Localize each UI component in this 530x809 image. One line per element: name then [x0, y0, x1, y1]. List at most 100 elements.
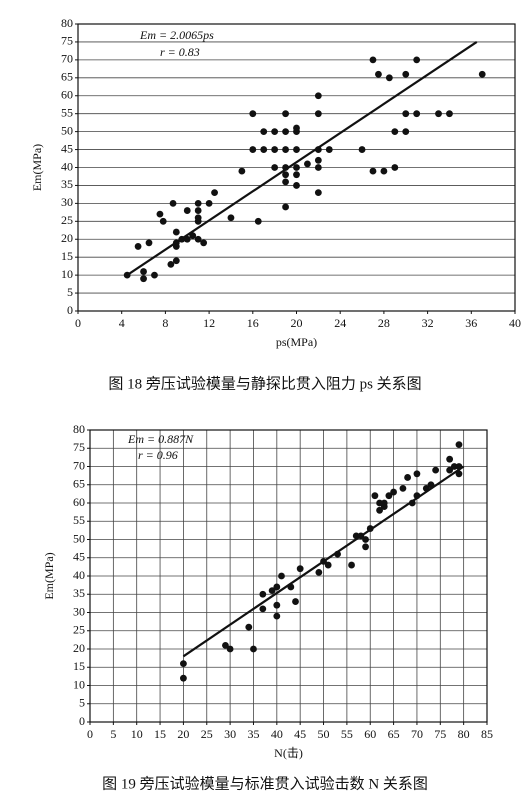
- caption: 图 19 旁压试验模量与标准贯入试验击数 N 关系图: [102, 775, 428, 792]
- x-tick-label: 5: [110, 727, 116, 741]
- y-axis-label: Em(MPa): [42, 552, 56, 599]
- data-point: [140, 275, 147, 283]
- data-point: [194, 235, 202, 243]
- data-point: [183, 207, 191, 214]
- data-point: [385, 74, 393, 82]
- data-point: [194, 207, 202, 214]
- y-tick-label: 5: [79, 696, 85, 710]
- x-tick-label: 45: [294, 727, 306, 741]
- data-point: [271, 128, 279, 136]
- data-point: [376, 499, 383, 507]
- data-point: [293, 164, 300, 171]
- annotation: Em = 2.0065ps: [139, 28, 214, 42]
- data-point: [293, 171, 300, 179]
- data-point: [314, 189, 322, 197]
- data-point: [380, 167, 388, 175]
- y-tick-label: 70: [61, 52, 73, 66]
- y-tick-label: 80: [73, 422, 85, 436]
- data-point: [159, 217, 167, 225]
- data-point: [156, 210, 164, 218]
- data-point: [189, 232, 197, 240]
- data-point: [413, 56, 421, 64]
- data-point: [271, 164, 279, 171]
- data-point: [169, 199, 177, 207]
- data-point: [314, 92, 322, 100]
- data-point: [250, 645, 257, 653]
- y-tick-label: 35: [61, 177, 73, 191]
- annotation: Em = 0.887N: [127, 432, 194, 446]
- data-point: [404, 474, 411, 481]
- x-tick-label: 65: [388, 727, 400, 741]
- y-tick-label: 70: [73, 458, 85, 472]
- data-point: [273, 601, 281, 609]
- data-point: [194, 217, 202, 225]
- data-point: [314, 110, 322, 118]
- data-point: [362, 536, 369, 543]
- data-point: [222, 641, 229, 649]
- data-point: [271, 146, 279, 153]
- data-point: [259, 590, 267, 598]
- data-point: [348, 561, 355, 569]
- data-point: [238, 167, 246, 175]
- y-tick-label: 45: [61, 141, 73, 155]
- data-point: [273, 583, 281, 591]
- data-point: [446, 466, 454, 474]
- data-point: [376, 506, 383, 514]
- x-tick-label: 40: [271, 727, 283, 741]
- y-tick-label: 80: [61, 16, 73, 30]
- y-tick-label: 0: [79, 714, 85, 728]
- data-point: [371, 492, 379, 500]
- y-tick-label: 20: [61, 231, 73, 245]
- data-point: [399, 485, 407, 492]
- data-point: [478, 70, 486, 78]
- data-point: [450, 463, 458, 470]
- x-tick-label: 12: [203, 316, 215, 330]
- x-tick-label: 24: [334, 316, 346, 330]
- data-point: [385, 492, 393, 500]
- data-point: [292, 598, 299, 605]
- x-tick-label: 4: [119, 316, 125, 330]
- data-point: [282, 178, 289, 186]
- data-point: [293, 128, 300, 136]
- data-point: [314, 164, 322, 171]
- x-tick-label: 10: [131, 727, 143, 741]
- y-tick-label: 60: [73, 495, 85, 509]
- data-point: [180, 660, 187, 667]
- x-tick-label: 75: [434, 727, 446, 741]
- x-tick-label: 28: [378, 316, 390, 330]
- plot-frame: [89, 429, 488, 723]
- fit-line: [126, 41, 478, 277]
- data-point: [151, 271, 158, 279]
- data-point: [145, 239, 153, 247]
- data-point: [205, 199, 213, 207]
- y-tick-label: 30: [61, 195, 73, 209]
- x-tick-label: 60: [364, 727, 376, 741]
- data-point: [183, 235, 191, 243]
- y-tick-label: 40: [61, 159, 73, 173]
- data-point: [369, 56, 377, 64]
- y-tick-label: 75: [61, 34, 73, 48]
- data-point: [369, 167, 377, 175]
- data-point: [413, 110, 421, 118]
- x-tick-label: 0: [87, 727, 93, 741]
- x-tick-label: 36: [465, 316, 477, 330]
- x-tick-label: 50: [318, 727, 330, 741]
- data-point: [167, 260, 175, 268]
- y-tick-label: 0: [67, 303, 73, 317]
- y-tick-label: 15: [73, 659, 85, 673]
- chart: 0 5 10 15 20 25 30 35 40 45 50 55 60 65 70 75 80 0 5 10 15 20…: [42, 422, 493, 793]
- data-point: [446, 110, 453, 118]
- x-tick-label: 70: [411, 727, 423, 741]
- y-tick-label: 45: [73, 550, 85, 564]
- data-point: [293, 146, 300, 153]
- fit-line: [182, 465, 465, 658]
- y-tick-label: 40: [73, 568, 85, 582]
- data-point: [296, 565, 304, 573]
- y-tick-label: 60: [61, 88, 73, 102]
- data-point: [278, 572, 285, 580]
- data-point: [304, 160, 311, 168]
- data-point: [226, 645, 234, 653]
- data-point: [282, 128, 289, 136]
